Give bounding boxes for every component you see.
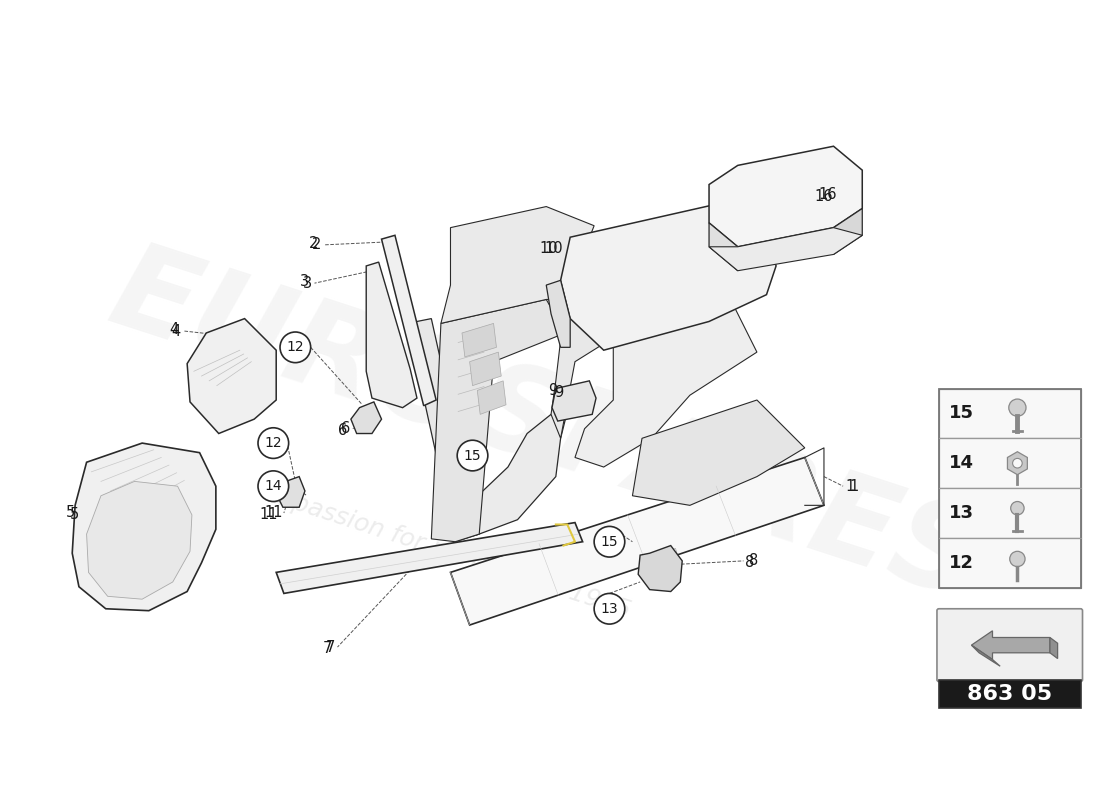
Text: 2: 2 (309, 237, 318, 251)
Text: 12: 12 (264, 436, 282, 450)
Polygon shape (551, 264, 728, 438)
Circle shape (258, 471, 288, 502)
Polygon shape (710, 223, 738, 270)
Polygon shape (431, 299, 565, 542)
Text: 6: 6 (341, 422, 350, 436)
Text: 15: 15 (464, 449, 482, 462)
Text: 14: 14 (948, 454, 974, 472)
Text: 13: 13 (948, 504, 974, 522)
Text: 2: 2 (311, 238, 321, 252)
Polygon shape (366, 262, 417, 408)
Text: 11: 11 (264, 506, 283, 521)
FancyBboxPatch shape (937, 609, 1082, 682)
Text: 1: 1 (850, 478, 859, 494)
Text: 3: 3 (302, 276, 311, 290)
Polygon shape (638, 546, 682, 591)
Text: 9: 9 (549, 383, 558, 398)
Polygon shape (971, 645, 1000, 666)
Circle shape (280, 332, 310, 362)
Text: 5: 5 (69, 507, 79, 522)
FancyBboxPatch shape (939, 389, 1080, 438)
Polygon shape (547, 280, 570, 347)
Polygon shape (451, 458, 824, 625)
Polygon shape (382, 235, 436, 406)
Text: 8: 8 (749, 554, 759, 568)
Text: 6: 6 (338, 423, 348, 438)
Polygon shape (73, 443, 216, 610)
Polygon shape (460, 414, 565, 539)
Polygon shape (477, 381, 506, 414)
Polygon shape (87, 482, 191, 599)
Polygon shape (470, 352, 502, 386)
FancyBboxPatch shape (939, 488, 1080, 538)
Text: 11: 11 (260, 507, 278, 522)
FancyBboxPatch shape (939, 438, 1080, 488)
Polygon shape (552, 381, 596, 421)
Circle shape (458, 440, 487, 471)
Text: 10: 10 (539, 241, 558, 256)
Polygon shape (575, 294, 757, 467)
Polygon shape (710, 146, 862, 246)
Text: 8: 8 (746, 555, 755, 570)
Text: 1: 1 (845, 478, 855, 494)
Polygon shape (1008, 452, 1027, 474)
Polygon shape (276, 522, 583, 594)
Polygon shape (710, 228, 862, 270)
Text: 4: 4 (172, 323, 180, 338)
Text: 7: 7 (327, 639, 336, 654)
Circle shape (258, 428, 288, 458)
Text: 15: 15 (948, 405, 974, 422)
Text: 15: 15 (601, 534, 618, 549)
Circle shape (1011, 502, 1024, 515)
Text: 12: 12 (948, 554, 974, 572)
Text: EUROSPARES: EUROSPARES (97, 233, 996, 625)
Polygon shape (351, 402, 382, 434)
Polygon shape (441, 206, 594, 323)
Text: 4: 4 (169, 322, 178, 337)
Polygon shape (561, 204, 777, 350)
Text: 7: 7 (322, 642, 332, 657)
Polygon shape (187, 318, 276, 434)
Circle shape (594, 594, 625, 624)
Text: 3: 3 (299, 274, 309, 289)
FancyBboxPatch shape (939, 680, 1080, 708)
Circle shape (1009, 399, 1026, 416)
Text: 16: 16 (814, 190, 833, 205)
Circle shape (1010, 551, 1025, 566)
Circle shape (594, 526, 625, 557)
FancyBboxPatch shape (939, 538, 1080, 588)
Text: 13: 13 (601, 602, 618, 616)
Text: 16: 16 (818, 186, 837, 202)
Text: 10: 10 (544, 241, 563, 256)
Polygon shape (276, 477, 305, 507)
Text: 863 05: 863 05 (967, 684, 1053, 704)
Polygon shape (1050, 638, 1057, 658)
Polygon shape (407, 318, 480, 542)
Text: 9: 9 (554, 385, 563, 400)
Circle shape (1013, 458, 1022, 468)
Text: 12: 12 (286, 340, 305, 354)
Text: 14: 14 (264, 479, 282, 493)
Polygon shape (462, 323, 496, 357)
Text: a passion for parts since 1985: a passion for parts since 1985 (267, 483, 634, 623)
Polygon shape (632, 400, 805, 506)
Polygon shape (834, 209, 862, 254)
Polygon shape (971, 630, 1050, 659)
Text: 5: 5 (66, 506, 75, 521)
